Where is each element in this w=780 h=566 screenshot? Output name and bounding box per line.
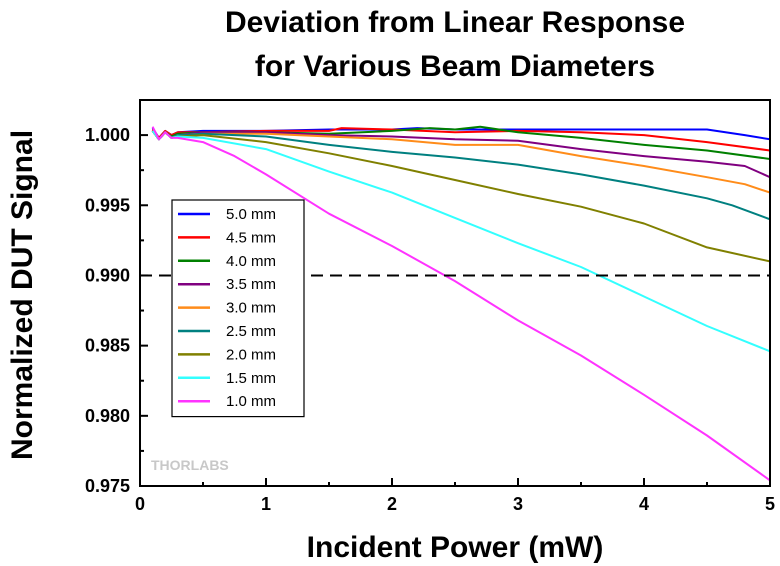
y-tick-label: 0.985 — [85, 336, 130, 356]
x-tick-label: 4 — [639, 494, 649, 514]
y-axis: 0.975 0.980 0.985 0.990 0.995 1.000 — [85, 99, 148, 496]
chart-title-line-2: for Various Beam Diameters — [255, 50, 655, 83]
legend-label: 2.5 mm — [226, 323, 276, 340]
x-tick-label: 3 — [513, 494, 523, 514]
plot-area — [140, 125, 770, 482]
y-tick-label: 0.975 — [85, 476, 130, 496]
series-group — [151, 125, 770, 482]
y-tick-label: 0.990 — [85, 265, 130, 285]
x-tick-label: 1 — [261, 494, 271, 514]
legend-label: 1.5 mm — [226, 370, 276, 387]
chart-title-line-1: Deviation from Linear Response — [225, 6, 685, 39]
legend-label: 4.5 mm — [226, 229, 276, 246]
series-line-1-0-mm — [151, 126, 770, 482]
thorlabs-watermark: THORLABS — [151, 457, 229, 473]
x-tick-label: 2 — [387, 494, 397, 514]
legend-label: 3.0 mm — [226, 300, 276, 317]
y-tick-label: 0.980 — [85, 406, 130, 426]
y-tick-label: 0.995 — [85, 195, 130, 215]
y-tick-label: 1.000 — [85, 125, 130, 145]
legend-label: 4.0 mm — [226, 253, 276, 270]
legend-label: 1.0 mm — [226, 393, 276, 410]
legend-label: 3.5 mm — [226, 276, 276, 293]
x-axis-title: Incident Power (mW) — [307, 531, 604, 564]
y-axis-title: Normalized DUT Signal — [6, 130, 39, 460]
x-tick-label: 5 — [765, 494, 775, 514]
legend-label: 2.0 mm — [226, 346, 276, 363]
legend-label: 5.0 mm — [226, 206, 276, 223]
series-line-4-5-mm — [151, 127, 770, 152]
legend: 5.0 mm 4.5 mm 4.0 mm 3.5 mm 3.0 mm 2.5 mm 2.0 … — [171, 199, 305, 418]
x-tick-label: 0 — [135, 494, 145, 514]
x-axis: 0 1 2 3 4 5 — [135, 478, 775, 514]
